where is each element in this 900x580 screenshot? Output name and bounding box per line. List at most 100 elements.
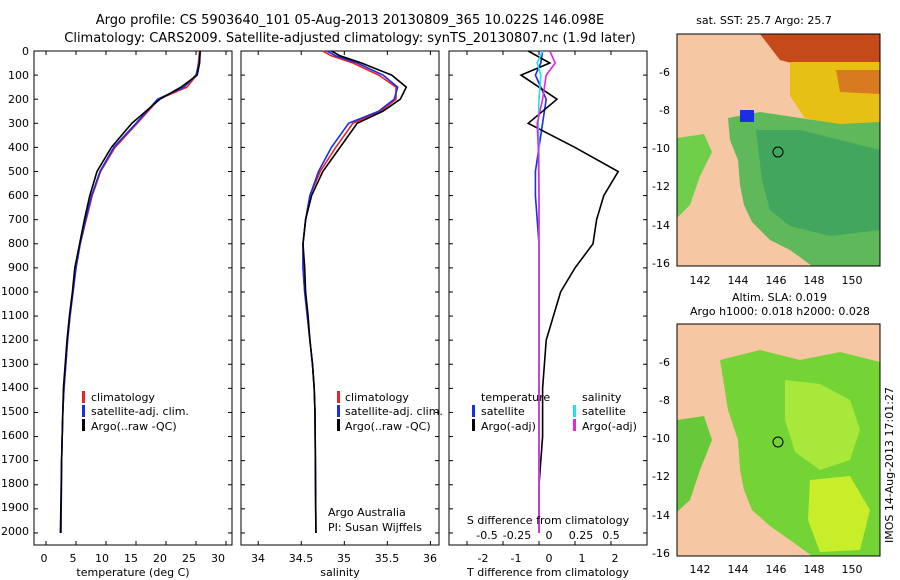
lat-tick-label: -12 [652, 470, 670, 483]
legend-swatch-s-satellite [573, 405, 576, 417]
legend-swatch-climatology [337, 391, 340, 403]
salinity-legend: climatology satellite-adj. clim. Argo(..… [337, 391, 443, 433]
depth-tick-label: 1700 [1, 453, 29, 466]
t-difference-tick-label: 0 [546, 552, 553, 565]
t-difference-tick-label: -2 [478, 552, 489, 565]
legend-swatch-satellite [82, 405, 85, 417]
temperature-tick-label: 10 [95, 552, 109, 565]
lon-tick-label: 142 [690, 563, 711, 576]
lon-tick-label: 148 [804, 563, 825, 576]
salinity-tick-label: 35 [337, 552, 351, 565]
lat-tick-label: -14 [652, 509, 670, 522]
s-difference-tick-label: 0 [546, 529, 553, 542]
lat-tick-label: -10 [652, 432, 670, 445]
lat-tick-label: -14 [652, 219, 670, 232]
imos-credit: IMOS 14-Aug-2013 17:01:27 [883, 387, 896, 543]
map-lat-labels-top: -6 -8 -10 -12 -14 -16 [652, 66, 670, 270]
depth-axis-labels: 0 100 200 300 400 500 600 700 800 900 10… [1, 45, 29, 538]
depth-tick-label: 2000 [1, 525, 29, 538]
lon-tick-label: 144 [728, 563, 749, 576]
depth-tick-label: 1100 [1, 309, 29, 322]
argo-temperature-line [59, 50, 201, 534]
t-difference-argo-line [519, 50, 620, 533]
legend-label-satellite: satellite-adj. clim. [345, 405, 443, 418]
difference-legend: temperature satellite Argo(-adj) salinit… [472, 391, 637, 433]
s-difference-axis-label: S difference from climatology [467, 514, 630, 527]
temperature-plot-frame [33, 50, 233, 546]
map-lat-labels-bottom: -6 -8 -10 -12 -14 -16 [652, 356, 670, 560]
lon-tick-label: 146 [766, 274, 787, 287]
salinity-tick-label: 34.5 [289, 552, 314, 565]
lon-tick-label: 150 [842, 563, 863, 576]
figure-title-line2: Climatology: CARS2009. Satellite-adjuste… [64, 31, 636, 46]
depth-tick-label: 1600 [1, 429, 29, 442]
legend-swatch-s-argo [573, 419, 576, 431]
map-lon-labels-top: 142 144 146 148 150 [690, 274, 863, 287]
legend-label-argo: Argo(..raw -QC) [345, 420, 431, 433]
depth-tick-label: 1800 [1, 477, 29, 490]
lon-tick-label: 142 [690, 274, 711, 287]
lon-tick-label: 144 [728, 274, 749, 287]
legend-header-salinity: salinity [582, 391, 622, 404]
sst-map-frame [676, 33, 881, 267]
sla-map-frame [676, 323, 881, 557]
salinity-axis-label: salinity [320, 566, 360, 579]
depth-tick-label: 1300 [1, 357, 29, 370]
temperature-panel: 0 5 10 15 20 25 30 temperature (deg C) c… [33, 50, 233, 579]
lat-tick-label: -8 [659, 394, 670, 407]
t-difference-tick-label: 2 [612, 552, 619, 565]
lat-tick-label: -10 [652, 142, 670, 155]
legend-swatch-t-argo [472, 419, 475, 431]
temperature-tick-label: 15 [124, 552, 138, 565]
depth-tick-label: 800 [8, 237, 29, 250]
s-difference-tick-label: -0.5 [476, 529, 497, 542]
depth-tick-label: 300 [8, 117, 29, 130]
temperature-tick-label: 0 [41, 552, 48, 565]
sst-map-west-coast [677, 134, 712, 218]
sla-map-title-line1: Altim. SLA: 0.019 [732, 291, 827, 304]
sst-map-cold-patch [740, 110, 754, 122]
sla-map-west-coast [677, 416, 712, 512]
sla-map: Altim. SLA: 0.019 Argo h1000: 0.018 h200… [676, 291, 881, 557]
temperature-tick-label: 5 [70, 552, 77, 565]
difference-plot-frame [448, 50, 648, 546]
difference-profile-lines [519, 50, 620, 533]
s-difference-tick-label: -0.25 [503, 529, 531, 542]
salinity-panel: 34 34.5 35 35.5 36 salinity climatology … [240, 50, 443, 579]
sst-map-orange-region [836, 70, 880, 94]
temperature-tick-label: 20 [153, 552, 167, 565]
pi-note: PI: Susan Wijffels [328, 521, 422, 534]
s-difference-argo-line [536, 50, 557, 533]
lat-tick-label: -6 [659, 66, 670, 79]
legend-swatch-argo [82, 419, 85, 431]
salinity-ticks [241, 50, 439, 545]
temperature-legend: climatology satellite-adj. clim. Argo(..… [82, 391, 189, 433]
legend-swatch-t-satellite [472, 405, 475, 417]
lon-tick-label: 150 [842, 274, 863, 287]
temperature-axis-label: temperature (deg C) [76, 566, 189, 579]
sla-map-yellow-region [808, 476, 870, 552]
difference-ticks [449, 50, 647, 545]
legend-label-s-argo: Argo(-adj) [582, 420, 637, 433]
legend-swatch-climatology [82, 391, 85, 403]
sst-map: sat. SST: 25.7 Argo: 25.7 [676, 14, 881, 267]
legend-label-t-satellite: satellite [481, 405, 525, 418]
argo-location-marker [772, 146, 784, 158]
t-difference-axis-label: T difference from climatology [466, 566, 629, 579]
t-difference-tick-label: 1 [579, 552, 586, 565]
salinity-tick-label: 34 [251, 552, 265, 565]
depth-tick-label: 600 [8, 189, 29, 202]
depth-tick-label: 900 [8, 261, 29, 274]
depth-tick-label: 400 [8, 141, 29, 154]
sla-map-title-line2: Argo h1000: 0.018 h2000: 0.028 [690, 305, 870, 318]
argo-salinity-line [302, 50, 408, 534]
temperature-ticks [34, 50, 232, 545]
legend-label-climatology: climatology [345, 391, 409, 404]
depth-tick-label: 1500 [1, 405, 29, 418]
legend-label-s-satellite: satellite [582, 405, 626, 418]
depth-tick-label: 500 [8, 165, 29, 178]
sla-map-high-region [785, 380, 860, 470]
salinity-tick-label: 36 [423, 552, 437, 565]
legend-label-climatology: climatology [91, 391, 155, 404]
